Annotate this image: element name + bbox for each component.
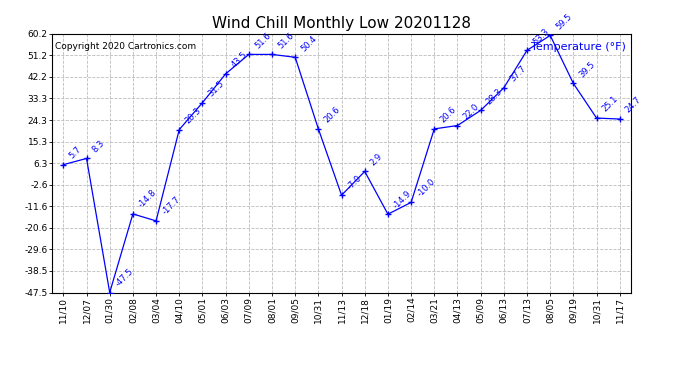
Text: 22.0: 22.0 [462, 102, 481, 122]
Text: 5.7: 5.7 [68, 145, 83, 160]
Text: 39.5: 39.5 [578, 60, 597, 80]
Text: 51.6: 51.6 [253, 31, 273, 50]
Text: 50.4: 50.4 [299, 34, 319, 53]
Text: -17.7: -17.7 [160, 195, 182, 217]
Text: 31.5: 31.5 [206, 79, 226, 99]
Text: -14.9: -14.9 [392, 189, 413, 210]
Text: 53.3: 53.3 [531, 27, 551, 46]
Text: 20.6: 20.6 [322, 105, 342, 125]
Text: 43.5: 43.5 [230, 50, 249, 70]
Text: -47.5: -47.5 [114, 267, 135, 288]
Text: 28.3: 28.3 [485, 87, 504, 106]
Text: 59.5: 59.5 [554, 12, 573, 31]
Text: 20.3: 20.3 [184, 106, 203, 126]
Text: 24.7: 24.7 [624, 95, 643, 115]
Text: 51.6: 51.6 [276, 31, 295, 50]
Text: 25.1: 25.1 [601, 94, 620, 114]
Text: 2.9: 2.9 [369, 152, 384, 167]
Text: -7.0: -7.0 [346, 173, 364, 191]
Text: -10.0: -10.0 [415, 177, 437, 198]
Text: 37.7: 37.7 [508, 64, 528, 84]
Text: Temperature (°F): Temperature (°F) [531, 42, 626, 51]
Text: 8.3: 8.3 [90, 138, 106, 154]
Text: Copyright 2020 Cartronics.com: Copyright 2020 Cartronics.com [55, 42, 196, 51]
Title: Wind Chill Monthly Low 20201128: Wind Chill Monthly Low 20201128 [212, 16, 471, 31]
Text: 20.6: 20.6 [438, 105, 458, 125]
Text: -14.8: -14.8 [137, 188, 159, 210]
